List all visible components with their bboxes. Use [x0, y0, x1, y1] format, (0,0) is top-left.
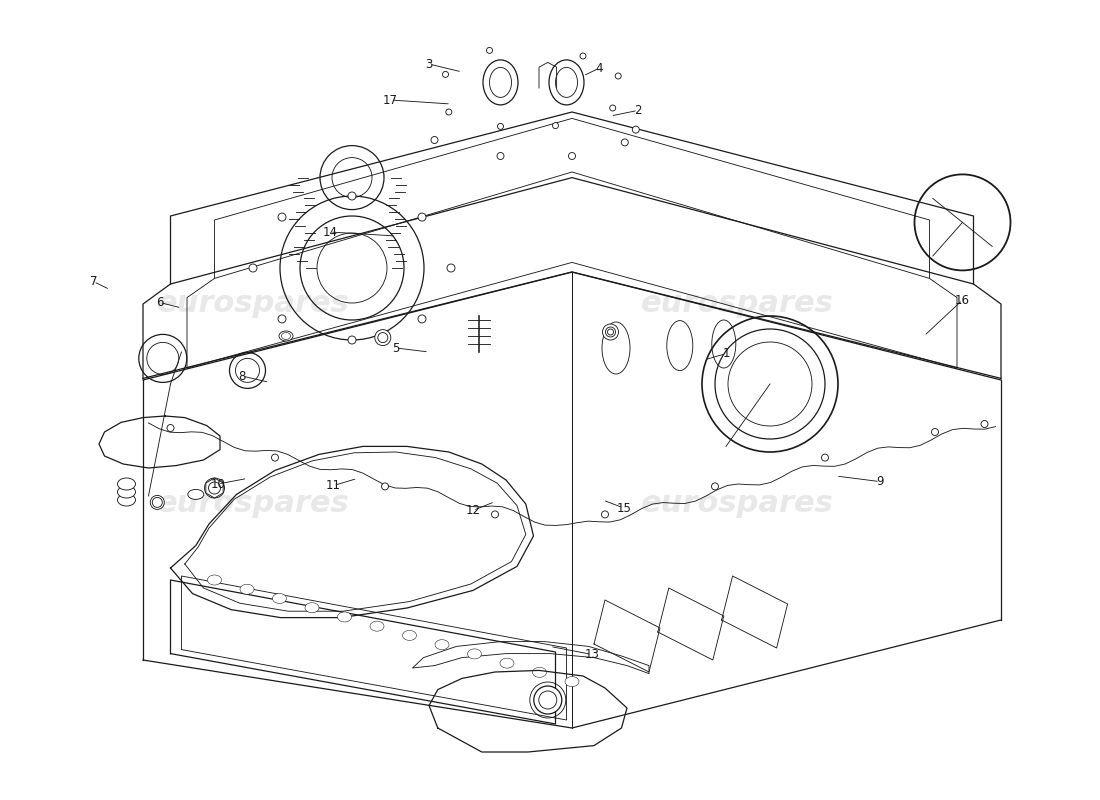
Ellipse shape [370, 621, 384, 631]
Ellipse shape [434, 640, 449, 650]
Circle shape [609, 105, 616, 111]
Ellipse shape [403, 630, 417, 641]
Circle shape [446, 109, 452, 115]
Circle shape [348, 192, 356, 200]
Text: 11: 11 [326, 479, 341, 492]
Circle shape [602, 511, 608, 518]
Ellipse shape [240, 584, 254, 594]
Ellipse shape [118, 494, 135, 506]
Circle shape [605, 327, 616, 337]
Circle shape [418, 213, 426, 221]
Text: 5: 5 [393, 342, 399, 354]
Ellipse shape [208, 575, 221, 585]
Circle shape [981, 421, 988, 427]
Circle shape [375, 330, 390, 346]
Circle shape [932, 429, 938, 435]
Text: 15: 15 [616, 502, 631, 514]
Text: eurospares: eurospares [640, 490, 834, 518]
Text: 6: 6 [156, 296, 163, 309]
Circle shape [209, 482, 220, 494]
Text: 3: 3 [426, 58, 432, 70]
Ellipse shape [118, 486, 135, 498]
Circle shape [569, 153, 575, 159]
Text: 2: 2 [635, 104, 641, 117]
Circle shape [822, 454, 828, 461]
Ellipse shape [532, 667, 547, 678]
Text: 7: 7 [90, 275, 97, 288]
Circle shape [712, 483, 718, 490]
Circle shape [382, 483, 388, 490]
Text: 1: 1 [723, 347, 729, 360]
Circle shape [552, 122, 559, 129]
Ellipse shape [468, 649, 482, 659]
Ellipse shape [565, 677, 579, 686]
Circle shape [152, 498, 163, 507]
Text: 8: 8 [239, 370, 245, 382]
Circle shape [615, 73, 622, 79]
Text: 4: 4 [596, 62, 603, 74]
Text: 16: 16 [955, 294, 970, 306]
Text: 9: 9 [877, 475, 883, 488]
Circle shape [603, 324, 618, 340]
Circle shape [539, 691, 557, 709]
Circle shape [431, 137, 438, 143]
Ellipse shape [118, 478, 135, 490]
Circle shape [278, 315, 286, 323]
Circle shape [167, 425, 174, 431]
Ellipse shape [188, 490, 204, 499]
Circle shape [348, 336, 356, 344]
Ellipse shape [273, 594, 286, 603]
Ellipse shape [305, 602, 319, 613]
Text: 14: 14 [322, 226, 338, 238]
Ellipse shape [282, 333, 290, 339]
Circle shape [205, 478, 224, 498]
Circle shape [580, 53, 586, 59]
Circle shape [249, 264, 257, 272]
Text: eurospares: eurospares [640, 290, 834, 318]
Circle shape [418, 315, 426, 323]
Text: 13: 13 [584, 648, 600, 661]
Ellipse shape [500, 658, 514, 668]
Text: 17: 17 [383, 94, 398, 106]
Circle shape [632, 126, 639, 133]
Circle shape [492, 511, 498, 518]
Circle shape [447, 264, 455, 272]
Text: 12: 12 [465, 504, 481, 517]
Text: eurospares: eurospares [156, 290, 350, 318]
Circle shape [497, 123, 504, 130]
Ellipse shape [338, 612, 352, 622]
Ellipse shape [279, 331, 293, 341]
Circle shape [377, 333, 388, 342]
Circle shape [497, 153, 504, 159]
Circle shape [486, 47, 493, 54]
Circle shape [607, 329, 614, 335]
Circle shape [151, 495, 164, 510]
Circle shape [278, 213, 286, 221]
Circle shape [534, 686, 562, 714]
Text: 10: 10 [210, 478, 225, 490]
Circle shape [442, 71, 449, 78]
Text: eurospares: eurospares [156, 490, 350, 518]
Circle shape [621, 139, 628, 146]
Circle shape [272, 454, 278, 461]
